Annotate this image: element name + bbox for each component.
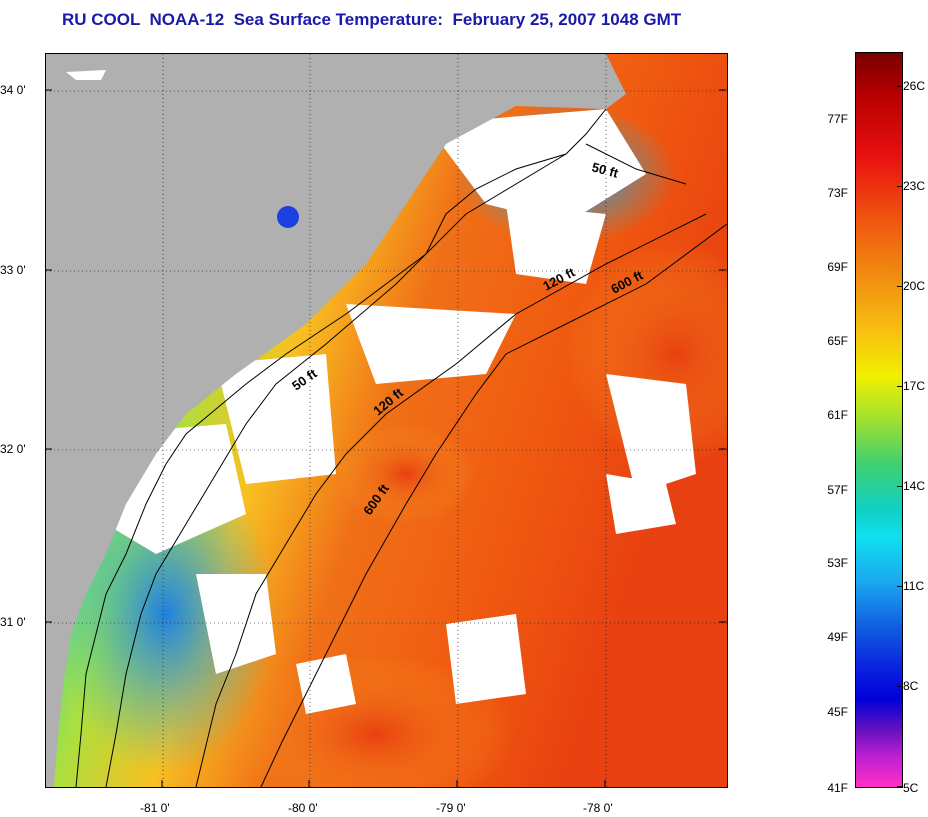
inland-water xyxy=(66,70,106,80)
graticule xyxy=(46,54,727,787)
colorbar-label-f: 41F xyxy=(827,781,848,795)
colorbar-label-f: 53F xyxy=(827,556,848,570)
isobath-120ft xyxy=(195,213,707,787)
warm-patch-mid xyxy=(336,424,476,524)
colorbar-label-f: 69F xyxy=(827,260,848,274)
colorbar-label-f: 57F xyxy=(827,483,848,497)
lat-label-33: 33 0' xyxy=(0,263,26,277)
lat-label-34: 34 0' xyxy=(0,83,26,97)
sst-map: 50 ft 120 ft 600 ft 50 ft 120 ft 600 ft xyxy=(45,53,728,788)
colorbar-label-f: 61F xyxy=(827,408,848,422)
contour-label-50ft-north: 50 ft xyxy=(590,159,620,181)
lon-label-79: -79 0' xyxy=(436,801,466,815)
temperature-colorbar xyxy=(855,52,903,788)
lon-label-78: -78 0' xyxy=(583,801,613,815)
lon-label-80: -80 0' xyxy=(288,801,318,815)
colorbar-label-c: 5C xyxy=(903,781,919,795)
colorbar-label-c: 17C xyxy=(903,379,926,393)
colorbar-label-f: 49F xyxy=(827,630,848,644)
lon-label-81: -81 0' xyxy=(140,801,170,815)
lat-label-32: 32 0' xyxy=(0,442,26,456)
isobath-600ft xyxy=(260,223,727,787)
lat-label-31: 31 0' xyxy=(0,615,26,629)
colorbar-label-f: 73F xyxy=(827,186,848,200)
colorbar-label-c: 26C xyxy=(903,79,926,93)
isobath-50ft xyxy=(105,143,687,787)
map-title: RU COOL NOAA-12 Sea Surface Temperature:… xyxy=(62,10,682,29)
colorbar-label-c: 23C xyxy=(903,179,926,193)
land-mass xyxy=(46,54,626,787)
coastline xyxy=(75,108,607,787)
colorbar-label-f: 77F xyxy=(827,112,848,126)
colorbar-label-c: 20C xyxy=(903,279,926,293)
colorbar-label-c: 14C xyxy=(903,479,926,493)
sst-map-canvas: 50 ft 120 ft 600 ft 50 ft 120 ft 600 ft xyxy=(46,54,727,787)
colorbar-label-c: 11C xyxy=(903,579,925,593)
colorbar-label-c: 8C xyxy=(903,679,919,693)
inland-lake xyxy=(277,206,299,228)
colorbar-label-f: 45F xyxy=(827,705,848,719)
colorbar-label-f: 65F xyxy=(827,334,848,348)
